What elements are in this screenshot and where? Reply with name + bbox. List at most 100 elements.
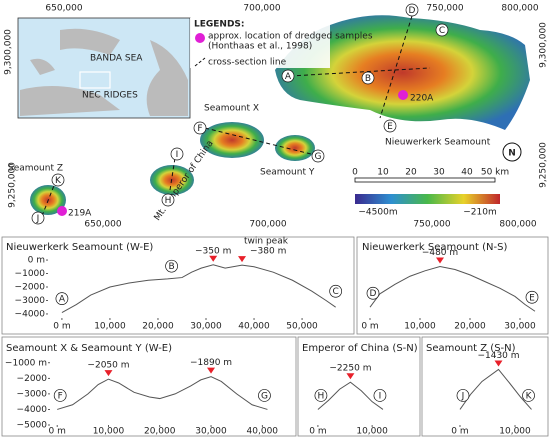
scale-bar <box>354 177 496 183</box>
x-tick-label: 0 m <box>451 427 468 437</box>
coord: 700,000 <box>243 4 280 14</box>
sample <box>398 90 408 100</box>
panel-title: Emperor of China (S-N) <box>302 343 418 354</box>
place-label: Seamount Y <box>260 168 315 178</box>
letter-circle <box>329 284 343 298</box>
letter: C <box>439 26 445 36</box>
place-label: Nieuwerkerk Seamount <box>385 138 491 148</box>
profile-line <box>317 381 384 410</box>
profile-line <box>57 376 268 410</box>
x-tick-label: 40,000 <box>238 322 270 332</box>
y-tick-label: −2000 <box>15 283 46 293</box>
legend-title: LEGENDS: <box>194 20 245 30</box>
annotation: twin peak <box>244 237 289 247</box>
y-tick-label: −3000 <box>17 389 48 399</box>
peak-label: −380 m <box>250 247 286 257</box>
peak-label: −2050 m <box>87 361 129 371</box>
x-tick-label: 20,000 <box>454 322 486 332</box>
letter-circle <box>435 23 449 37</box>
coord: 650,000 <box>84 220 121 230</box>
letter: D <box>409 6 416 16</box>
x-tick-label: 30,000 <box>190 322 222 332</box>
legend-text: cross-section line <box>208 58 287 68</box>
letter: J <box>36 214 40 224</box>
scale-label: 40 <box>461 168 473 178</box>
profile-line <box>459 368 532 410</box>
letter: I <box>379 391 382 401</box>
colorbar-label: −4500m <box>358 208 397 218</box>
sample-label: 219A <box>68 209 92 219</box>
seamount-y <box>275 135 315 161</box>
coord: 9,250,000 <box>8 162 18 208</box>
peak-marker <box>436 257 444 264</box>
panel <box>1 336 297 437</box>
letter-circle <box>31 211 45 225</box>
letter: H <box>165 196 172 206</box>
x-tick-label: 0 m <box>309 427 326 437</box>
letter-circle <box>281 69 295 83</box>
panel-title: Nieuwerkerk Seamount (W-E) <box>6 242 153 253</box>
x-tick-label: 10,000 <box>94 322 126 332</box>
x-tick-label: 50,000 <box>286 322 318 332</box>
inset-label: BANDA SEA <box>90 54 143 64</box>
peak-marker <box>207 367 216 374</box>
colorbar-label: −210m <box>463 208 497 218</box>
letter-circle <box>170 147 184 161</box>
place-label: Seamount Z <box>8 164 63 174</box>
letter-circle <box>366 286 380 300</box>
y-tick-label: 0 m <box>28 256 45 266</box>
scale-label: 20 <box>405 168 417 178</box>
cross-sections <box>41 15 431 217</box>
letter-circle <box>193 121 207 135</box>
x-tick-label: 10,000 <box>93 427 125 437</box>
letter-circle <box>165 259 178 273</box>
letter-circle <box>161 193 175 207</box>
y-tick-label: −1000 m <box>5 358 47 368</box>
letter: F <box>58 391 63 401</box>
profile-line <box>61 264 336 314</box>
letter-circle <box>311 149 325 163</box>
letter: A <box>59 295 66 305</box>
inset-box <box>79 71 111 89</box>
x-tick-label: 0 m <box>48 427 65 437</box>
colorbar <box>355 194 500 204</box>
peak-marker <box>238 256 247 263</box>
panel <box>356 236 549 335</box>
peak-marker <box>494 360 503 367</box>
x-tick-label: 10,000 <box>356 427 388 437</box>
legend-line <box>194 57 206 67</box>
letter-circle <box>525 290 539 304</box>
coord: 800,000 <box>501 4 538 14</box>
legend-text: approx. location of dredged samples <box>208 32 373 42</box>
letter: K <box>55 176 62 186</box>
letter-circle <box>51 173 65 187</box>
letter: J <box>461 391 465 401</box>
letter: D <box>370 289 377 299</box>
coord: 9,300,000 <box>4 29 14 75</box>
seamount-x <box>200 122 264 158</box>
scale-label: 50 km <box>481 168 509 178</box>
letter: I <box>176 150 179 160</box>
legend <box>190 18 330 68</box>
x-tick-label: 20,000 <box>142 322 174 332</box>
north-arrow <box>502 142 522 162</box>
coord: 9,300,000 <box>539 22 549 68</box>
letter: B <box>365 74 371 84</box>
coord: 700,000 <box>249 220 286 230</box>
letter-circle <box>522 389 535 402</box>
letter: K <box>526 391 533 401</box>
x-tick-label: 10,000 <box>499 427 531 437</box>
peak-label: −1430 m <box>477 351 519 361</box>
coord: 9,250,000 <box>539 142 549 188</box>
x-tick-label: 0 m <box>361 322 378 332</box>
peak-marker <box>104 370 113 377</box>
letter: B <box>169 262 175 272</box>
inset-land <box>20 28 188 116</box>
inset-label: NEC RIDGES <box>82 91 138 101</box>
profile-line <box>369 265 536 312</box>
sample <box>57 206 67 216</box>
peak-marker <box>209 255 218 262</box>
letter: H <box>318 391 325 401</box>
letter-circle <box>53 389 67 402</box>
scale-label: 0 <box>352 168 358 178</box>
